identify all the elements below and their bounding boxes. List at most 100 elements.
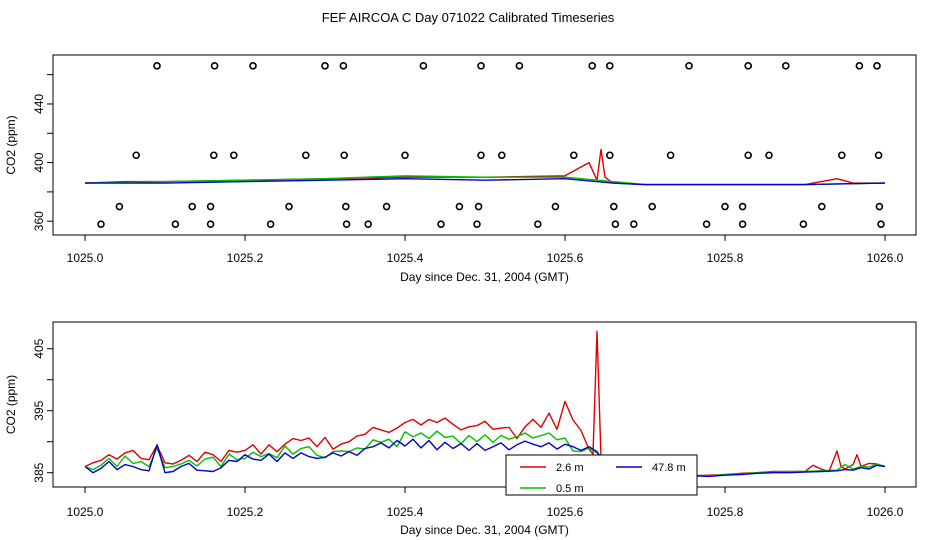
data-point-marker: [171, 220, 180, 228]
data-point-marker: [588, 62, 597, 70]
x-tick-label: 1026.0: [867, 251, 904, 265]
y-axis-label: CO2 (ppm): [4, 375, 18, 434]
data-point-marker: [605, 62, 614, 70]
series-line-47-8-m: [84, 438, 886, 478]
data-point-marker: [132, 151, 140, 160]
series-group: [84, 148, 886, 186]
x-tick-label: 1025.8: [707, 505, 744, 519]
x-axis-label: Day since Dec. 31, 2004 (GMT): [400, 270, 569, 284]
data-point-marker: [551, 202, 560, 211]
x-tick-label: 1025.8: [707, 251, 744, 265]
x-tick-label: 1025.0: [67, 505, 104, 519]
data-point-marker: [249, 62, 257, 70]
data-point-marker: [605, 151, 614, 160]
data-point-marker: [721, 202, 729, 211]
data-point-marker: [702, 220, 711, 228]
y-tick-label: 395: [32, 400, 46, 420]
data-point-marker: [497, 151, 506, 160]
x-tick-label: 1025.2: [227, 251, 264, 265]
data-point-marker: [569, 151, 578, 160]
data-point-marker: [875, 202, 884, 211]
legend-label: 0.5 m: [556, 483, 584, 495]
data-point-marker: [341, 202, 350, 211]
data-point-marker: [611, 220, 620, 228]
x-axis-label: Day since Dec. 31, 2004 (GMT): [400, 523, 569, 537]
legend: 2.6 m 47.8 m 0.5 m: [505, 454, 698, 496]
data-point-marker: [666, 151, 675, 160]
series-group: [84, 330, 886, 478]
data-point-marker: [781, 62, 790, 70]
y-tick-label: 385: [32, 462, 46, 482]
data-point-marker: [477, 62, 485, 70]
data-point-marker: [609, 202, 618, 211]
series-line-47-8-m: [85, 177, 886, 186]
data-point-marker: [401, 151, 409, 160]
series-line-2-6-m: [84, 330, 886, 477]
y-tick-label: 360: [32, 211, 46, 231]
data-point-marker: [874, 151, 883, 160]
data-point-marker: [473, 220, 481, 228]
series-line-0-5-m: [84, 430, 886, 478]
data-point-marker: [455, 202, 464, 211]
data-point-marker: [364, 220, 373, 228]
data-point-marker: [153, 62, 161, 70]
data-point-marker: [873, 62, 881, 70]
series-line-2-6-m: [84, 148, 885, 186]
data-point-marker: [382, 202, 391, 211]
x-tick-label: 1025.4: [387, 505, 424, 519]
data-point-marker: [206, 202, 215, 211]
data-point-marker: [210, 62, 219, 70]
data-point-marker: [817, 202, 826, 211]
chart-panel-top: 1025.0 1025.2 1025.4 1025.6 1025.8 1026.0 360 4…: [4, 54, 917, 284]
data-point-marker: [342, 220, 351, 228]
x-tick-label: 1025.2: [227, 505, 264, 519]
data-point-marker: [685, 62, 693, 70]
page-title: FEF AIRCOA C Day 071022 Calibrated Times…: [322, 10, 615, 25]
data-point-marker: [648, 202, 657, 211]
data-point-marker: [301, 151, 310, 160]
legend-box: [505, 454, 698, 496]
data-point-marker: [799, 220, 808, 228]
data-point-marker: [437, 220, 445, 228]
x-tick-label: 1025.6: [547, 251, 584, 265]
data-point-marker: [285, 202, 293, 211]
plot-frame: [52, 321, 917, 488]
data-point-marker: [210, 151, 218, 160]
data-point-marker: [837, 151, 846, 160]
data-point-marker: [877, 220, 885, 228]
data-point-marker: [115, 202, 124, 211]
data-point-marker: [266, 220, 275, 228]
data-point-marker: [321, 62, 329, 70]
x-tick-label: 1025.4: [387, 251, 424, 265]
data-point-marker: [419, 62, 428, 70]
legend-label: 2.6 m: [556, 462, 584, 474]
data-point-marker: [629, 220, 638, 228]
data-point-marker: [477, 151, 485, 160]
data-point-marker: [206, 220, 215, 228]
y-tick-label: 405: [32, 338, 46, 358]
x-tick-label: 1025.6: [547, 505, 584, 519]
y-tick-label: 400: [32, 152, 46, 172]
plot-frame: [52, 54, 917, 236]
y-tick-label: 440: [32, 94, 46, 114]
legend-label: 47.8 m: [652, 462, 686, 474]
data-point-marker: [474, 202, 483, 211]
data-point-marker: [533, 220, 542, 228]
data-point-marker: [855, 62, 864, 70]
data-point-marker: [765, 151, 773, 160]
x-tick-label: 1026.0: [867, 505, 904, 519]
data-point-marker: [515, 62, 524, 70]
data-point-marker: [339, 62, 348, 70]
x-tick-label: 1025.0: [67, 251, 104, 265]
chart-panel-bottom: 1025.0 1025.2 1025.4 1025.6 1025.8 1026.0 385 3…: [4, 321, 917, 537]
data-point-marker: [230, 151, 238, 160]
data-point-marker: [744, 62, 753, 70]
data-point-marker: [738, 220, 747, 228]
data-point-marker: [738, 202, 747, 211]
data-point-marker: [188, 202, 196, 211]
y-axis-label: CO2 (ppm): [4, 115, 18, 174]
data-point-marker: [340, 151, 349, 160]
data-point-marker: [97, 220, 105, 228]
data-point-marker: [744, 151, 753, 160]
